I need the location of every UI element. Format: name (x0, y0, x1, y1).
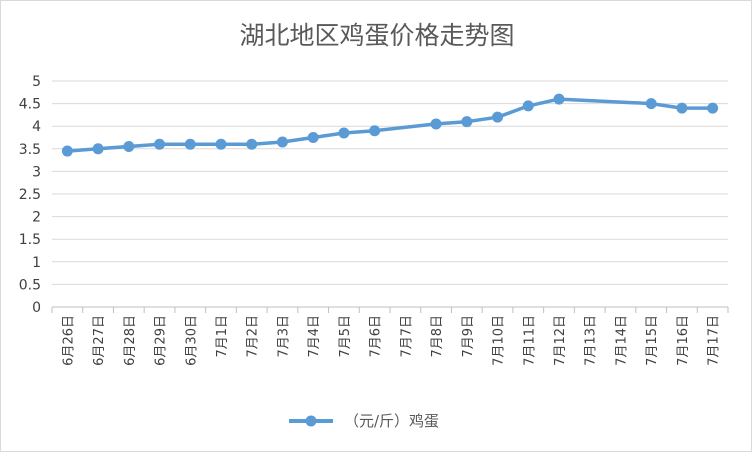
data-point (92, 143, 104, 155)
data-point (307, 132, 319, 143)
data-point (676, 102, 688, 114)
y-tick-label: 3.5 (19, 142, 41, 158)
x-tick-label: 7月1日 (215, 315, 230, 358)
y-tick-label: 2.5 (19, 187, 41, 203)
x-tick-label: 7月6日 (369, 315, 384, 358)
legend: （元/斤）鸡蛋 (289, 412, 439, 430)
data-point (123, 141, 135, 153)
x-tick-label: 7月5日 (338, 315, 353, 358)
data-point (338, 127, 350, 139)
y-tick-label: 4.5 (19, 97, 41, 113)
x-tick-label: 6月29日 (154, 315, 169, 366)
data-point (154, 138, 166, 150)
y-tick-label: 1.5 (19, 232, 41, 248)
x-tick-label: 7月14日 (614, 315, 629, 366)
x-tick-label: 6月30日 (184, 315, 199, 366)
data-point (522, 100, 534, 112)
x-tick-label: 7月2日 (246, 315, 261, 358)
x-tick-label: 6月26日 (61, 315, 76, 366)
x-tick-label: 7月4日 (307, 315, 322, 358)
y-tick-label: 1 (32, 255, 41, 271)
data-point (645, 98, 657, 110)
y-tick-label: 3 (32, 164, 41, 180)
x-axis: 6月26日 6月27日 6月28日 6月29日 6月30日 7月1日 7月2日 7月3日 7月4… (51, 306, 729, 366)
data-point (184, 138, 196, 150)
data-point (707, 102, 719, 114)
x-tick-label: 7月9日 (461, 315, 476, 358)
x-tick-label: 6月28日 (123, 315, 138, 366)
x-tick-label: 6月27日 (92, 315, 107, 366)
data-point (369, 125, 381, 137)
y-tick-label: 4 (32, 119, 41, 135)
x-tick-label: 7月12日 (553, 315, 568, 366)
x-tick-label: 7月17日 (707, 315, 722, 366)
y-tick-label: 5 (32, 74, 41, 90)
data-point (492, 111, 504, 123)
x-tick-label: 7月11日 (522, 315, 537, 366)
x-tick-label: 7月7日 (399, 315, 414, 358)
series-layer (61, 93, 719, 157)
x-tick-label: 7月10日 (492, 315, 507, 366)
x-tick-label: 7月16日 (676, 315, 691, 366)
x-tick-label: 7月15日 (645, 315, 660, 366)
x-tick-label: 7月8日 (430, 315, 445, 358)
grid-lines (52, 80, 728, 285)
data-point (430, 118, 442, 130)
y-axis: 0 0.5 1 1.5 2 2.5 3 3.5 4 4.5 5 (19, 74, 41, 316)
chart-title: 湖北地区鸡蛋价格走势图 (239, 21, 514, 50)
data-point (553, 93, 565, 105)
data-point (215, 138, 227, 150)
data-point (61, 145, 73, 157)
data-point (461, 116, 473, 128)
y-tick-label: 0 (32, 300, 41, 316)
y-tick-label: 0.5 (19, 277, 41, 293)
legend-label: （元/斤）鸡蛋 (344, 412, 439, 430)
data-point (246, 138, 258, 150)
x-tick-label: 7月3日 (276, 315, 291, 358)
x-tick-label: 7月13日 (584, 315, 599, 366)
legend-marker-icon (305, 415, 317, 427)
data-point (276, 136, 288, 148)
y-tick-label: 2 (32, 210, 41, 226)
